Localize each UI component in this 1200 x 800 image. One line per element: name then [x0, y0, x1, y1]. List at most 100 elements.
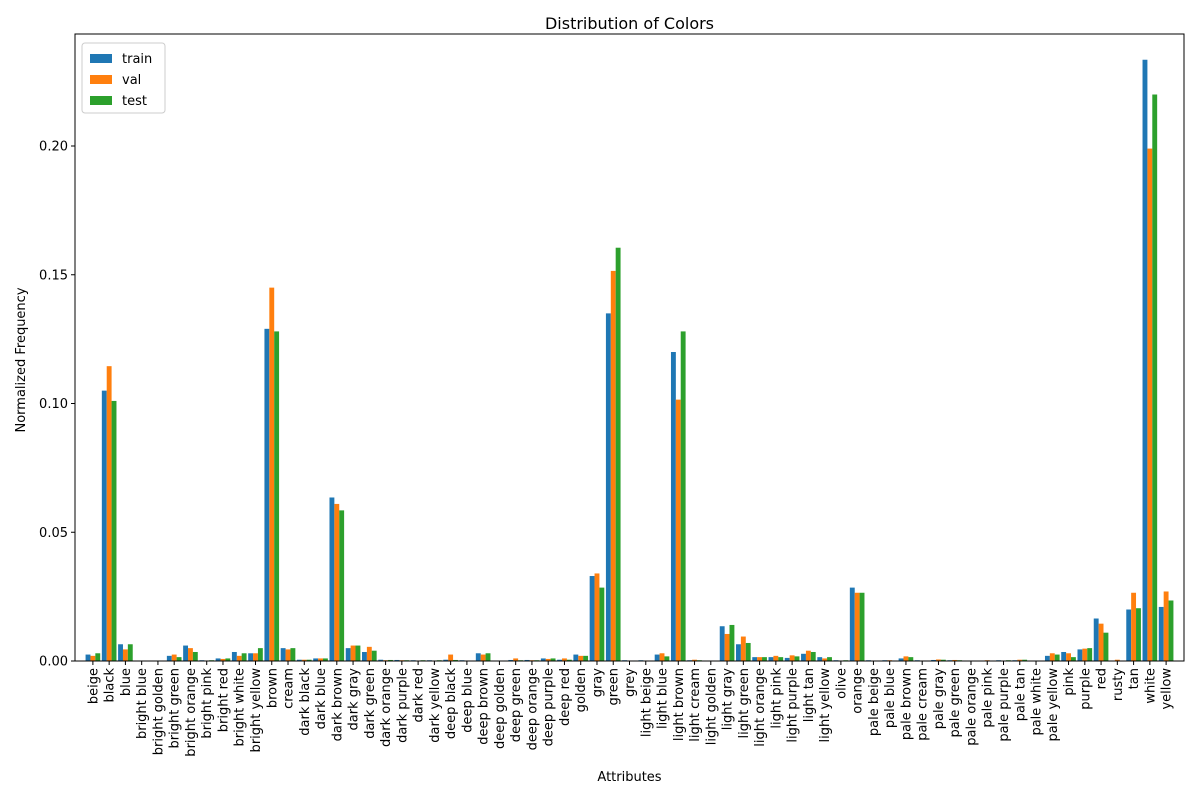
- bar-train-deep-green: [508, 659, 514, 661]
- bar-test-pale-yellow: [1054, 654, 1060, 661]
- bar-train-gray: [589, 576, 595, 661]
- bar-test-blue: [127, 644, 133, 661]
- bar-train-tan: [1126, 609, 1132, 661]
- x-tick-label: dark blue: [314, 668, 329, 729]
- bar-test-pink: [1070, 657, 1076, 661]
- bar-test-light-gray: [729, 624, 735, 661]
- x-tick-label: pink: [1062, 668, 1077, 696]
- bar-val-red: [1098, 623, 1104, 661]
- bar-train-light-green: [736, 644, 741, 661]
- x-tick-label: light purple: [786, 668, 801, 743]
- bar-val-light-tan: [805, 650, 811, 661]
- x-tick-label: bright blue: [135, 668, 150, 739]
- x-tick-label: pale purple: [997, 668, 1012, 742]
- bar-train-golden: [573, 654, 579, 661]
- legend-swatch-test: [90, 96, 112, 105]
- x-tick-label: light green: [737, 668, 752, 739]
- bar-val-light-pink: [773, 655, 779, 661]
- bar-val-bright-white: [236, 655, 242, 661]
- x-tick-label: blue: [119, 668, 134, 696]
- bar-test-dark-orange: [388, 659, 393, 661]
- bar-test-deep-purple: [550, 658, 556, 661]
- bar-train-beige: [85, 654, 91, 661]
- x-tick-label: tan: [1127, 668, 1142, 689]
- bar-val-light-green: [740, 636, 746, 661]
- bar-val-pale-brown: [903, 656, 909, 661]
- bar-train-dark-black: [296, 659, 302, 661]
- x-tick-label: bright pink: [200, 668, 215, 739]
- x-tick-label: light beige: [639, 668, 654, 737]
- x-tick-label: brown: [265, 668, 280, 708]
- bar-val-deep-brown: [480, 654, 486, 661]
- x-tick-label: pale white: [1030, 668, 1045, 736]
- bar-val-bright-yellow: [253, 653, 258, 661]
- bar-test-light-pink: [778, 657, 784, 661]
- bar-val-dark-gray: [350, 645, 356, 661]
- bar-val-bright-green: [171, 654, 177, 661]
- bar-val-black: [106, 366, 112, 661]
- bar-val-light-yellow: [822, 658, 828, 661]
- bar-train-red: [1093, 618, 1099, 661]
- bar-val-gray: [594, 573, 600, 661]
- bar-val-dark-green: [366, 646, 372, 661]
- bar-train-bright-green: [166, 655, 172, 661]
- bar-train-black: [101, 390, 107, 661]
- x-tick-label: pale brown: [899, 668, 914, 740]
- x-tick-label: dark gray: [347, 668, 362, 731]
- x-tick-label: pale orange: [964, 668, 979, 746]
- bar-val-deep-black: [448, 654, 454, 661]
- bar-val-deep-purple: [545, 658, 551, 661]
- bar-val-brown: [269, 287, 275, 661]
- bar-val-cream: [285, 649, 291, 661]
- bar-train-bright-yellow: [248, 653, 254, 661]
- bar-val-bright-orange: [188, 648, 193, 661]
- x-tick-label: light tan: [802, 668, 817, 722]
- bar-test-light-green: [745, 642, 751, 661]
- x-tick-label: dark yellow: [428, 668, 443, 743]
- bar-val-light-gray: [724, 633, 730, 661]
- x-tick-label: dark red: [412, 668, 427, 723]
- x-tick-label: pale blue: [883, 668, 898, 728]
- bar-test-bright-orange: [192, 651, 198, 661]
- y-tick-label: 0.15: [39, 268, 68, 283]
- bar-test-cream: [290, 648, 296, 661]
- x-tick-label: dark black: [298, 668, 313, 736]
- bar-test-pale-gray: [940, 659, 946, 661]
- bar-test-dark-brown: [339, 510, 345, 661]
- bar-train-light-pink: [768, 657, 774, 661]
- bar-val-pale-tan: [1017, 659, 1023, 661]
- x-tick-label: deep black: [444, 668, 459, 740]
- bar-test-red: [1103, 632, 1109, 661]
- bar-val-deep-red: [562, 658, 567, 661]
- bar-test-black: [111, 400, 117, 661]
- bars-group: [85, 59, 1174, 662]
- x-tick-label: deep red: [558, 668, 573, 726]
- legend-label-val: val: [122, 73, 141, 88]
- bar-test-light-brown: [680, 331, 686, 661]
- bar-test-green: [615, 247, 621, 661]
- legend-label-test: test: [122, 94, 147, 109]
- bar-val-tan: [1131, 592, 1137, 661]
- x-tick-label: pale cream: [916, 668, 931, 741]
- y-tick-label: 0.00: [39, 655, 68, 670]
- bar-test-light-blue: [664, 656, 670, 661]
- bar-train-pale-gray: [931, 659, 937, 661]
- bar-train-deep-orange: [524, 659, 530, 661]
- x-tick-label: yellow: [1160, 668, 1175, 710]
- legend: train val test: [81, 42, 166, 114]
- y-tick-label: 0.05: [39, 526, 68, 541]
- x-tick-label: pale beige: [867, 668, 882, 736]
- bar-test-golden: [583, 655, 589, 661]
- x-axis-title: Attributes: [597, 770, 661, 785]
- bar-test-bright-yellow: [257, 648, 263, 661]
- bar-val-light-purple: [789, 655, 795, 661]
- x-tick-label: red: [1095, 668, 1110, 689]
- x-tick-label: cream: [282, 668, 297, 709]
- bar-train-deep-purple: [540, 658, 546, 661]
- bar-test-light-purple: [794, 656, 800, 661]
- x-tick-label: purple: [1078, 668, 1093, 710]
- x-tick-label: bright red: [216, 668, 231, 732]
- x-tick-label: light gray: [721, 668, 736, 731]
- bar-test-pale-tan: [1022, 659, 1028, 661]
